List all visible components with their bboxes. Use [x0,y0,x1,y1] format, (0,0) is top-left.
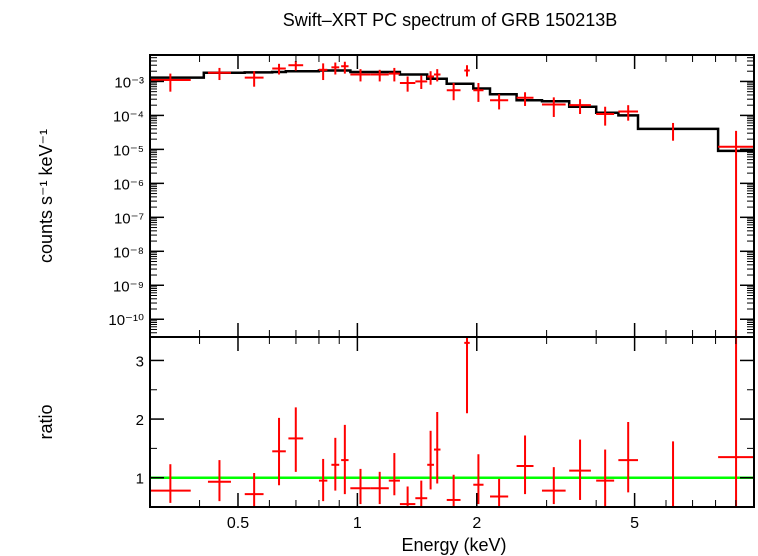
data-point [370,471,389,505]
y-tick-label: 10⁻¹⁰ [108,312,144,329]
data-point [473,82,484,102]
bottom-panel-data-layer [150,337,754,507]
data-point [331,62,340,75]
y-tick-label: 10⁻⁷ [114,210,144,227]
data-point [341,61,349,74]
chart-title: Swift–XRT PC spectrum of GRB 150213B [283,10,618,30]
data-point [433,69,441,82]
data-point [464,65,470,77]
data-point [415,75,428,89]
data-point [569,439,591,500]
model-step-line [150,69,754,153]
y-tick-label: 1 [136,471,144,488]
x-axis-label: Energy (keV) [401,535,506,555]
data-point [415,480,428,507]
y-tick-label: 10⁻⁹ [113,278,144,295]
data-point [569,99,591,115]
data-point [288,60,304,71]
data-point [244,71,264,87]
data-point [473,454,484,505]
data-point [350,468,371,505]
y-axis-label-spectrum: counts s⁻¹ keV⁻¹ [36,129,56,263]
data-point [399,76,416,92]
data-point [150,464,191,503]
data-point [341,424,349,495]
y-tick-label: 10⁻⁶ [113,176,144,193]
data-point [490,94,509,110]
data-point [388,67,400,82]
data-point [207,67,231,81]
data-point [433,412,441,484]
y-tick-label: 10⁻³ [114,74,144,91]
bottom-panel-x-ticks: 0.5 1 2 5 [149,337,755,532]
y-axis-label-ratio: ratio [36,404,56,439]
data-point [718,337,754,507]
data-point [427,430,434,490]
data-point [446,474,461,507]
y-tick-label: 10⁻⁴ [113,108,144,125]
top-panel-y-ticks: 10⁻³ 10⁻⁴ 10⁻⁵ 10⁻⁶ 10⁻⁷ 10⁻⁸ 10⁻⁹ 10⁻¹⁰ [108,54,754,338]
top-panel-frame [149,54,755,338]
data-point [464,337,470,414]
top-panel: 10⁻³ 10⁻⁴ 10⁻⁵ 10⁻⁶ 10⁻⁷ 10⁻⁸ 10⁻⁹ 10⁻¹⁰ [108,54,755,338]
top-panel-data-layer [150,60,754,337]
y-tick-label: 3 [136,353,144,370]
data-point [516,435,534,495]
y-tick-label: 2 [136,412,144,429]
data-point [272,417,286,486]
bottom-panel: 1 2 3 0.5 1 2 5 [136,336,755,532]
x-tick-label: 1 [353,515,362,532]
data-point [207,460,231,502]
bottom-panel-y-ticks: 1 2 3 [136,353,754,508]
x-tick-label: 5 [630,515,639,532]
data-point [272,63,286,75]
data-point [618,422,639,493]
data-point [446,82,461,101]
data-point [331,437,340,491]
data-point [150,73,191,92]
y-tick-label: 10⁻⁸ [113,244,144,261]
data-point [596,106,615,126]
x-tick-label: 0.5 [227,515,249,532]
x-tick-label: 2 [472,515,481,532]
data-point [388,453,400,496]
data-point [596,449,615,507]
data-point [318,63,328,81]
data-point [516,92,534,106]
data-point [541,467,566,505]
data-point [318,458,328,502]
top-panel-x-ticks [149,55,755,337]
data-point [399,486,416,507]
data-point [288,407,304,472]
data-point [618,105,639,121]
data-point [427,71,434,85]
bottom-panel-frame [149,336,755,508]
data-point [244,473,264,507]
data-point [541,97,566,117]
data-point [718,130,754,337]
y-tick-label: 10⁻⁵ [113,142,144,159]
data-point [370,69,389,82]
top-panel-model-layer [150,69,754,153]
data-point [490,478,509,507]
data-point [350,69,371,82]
